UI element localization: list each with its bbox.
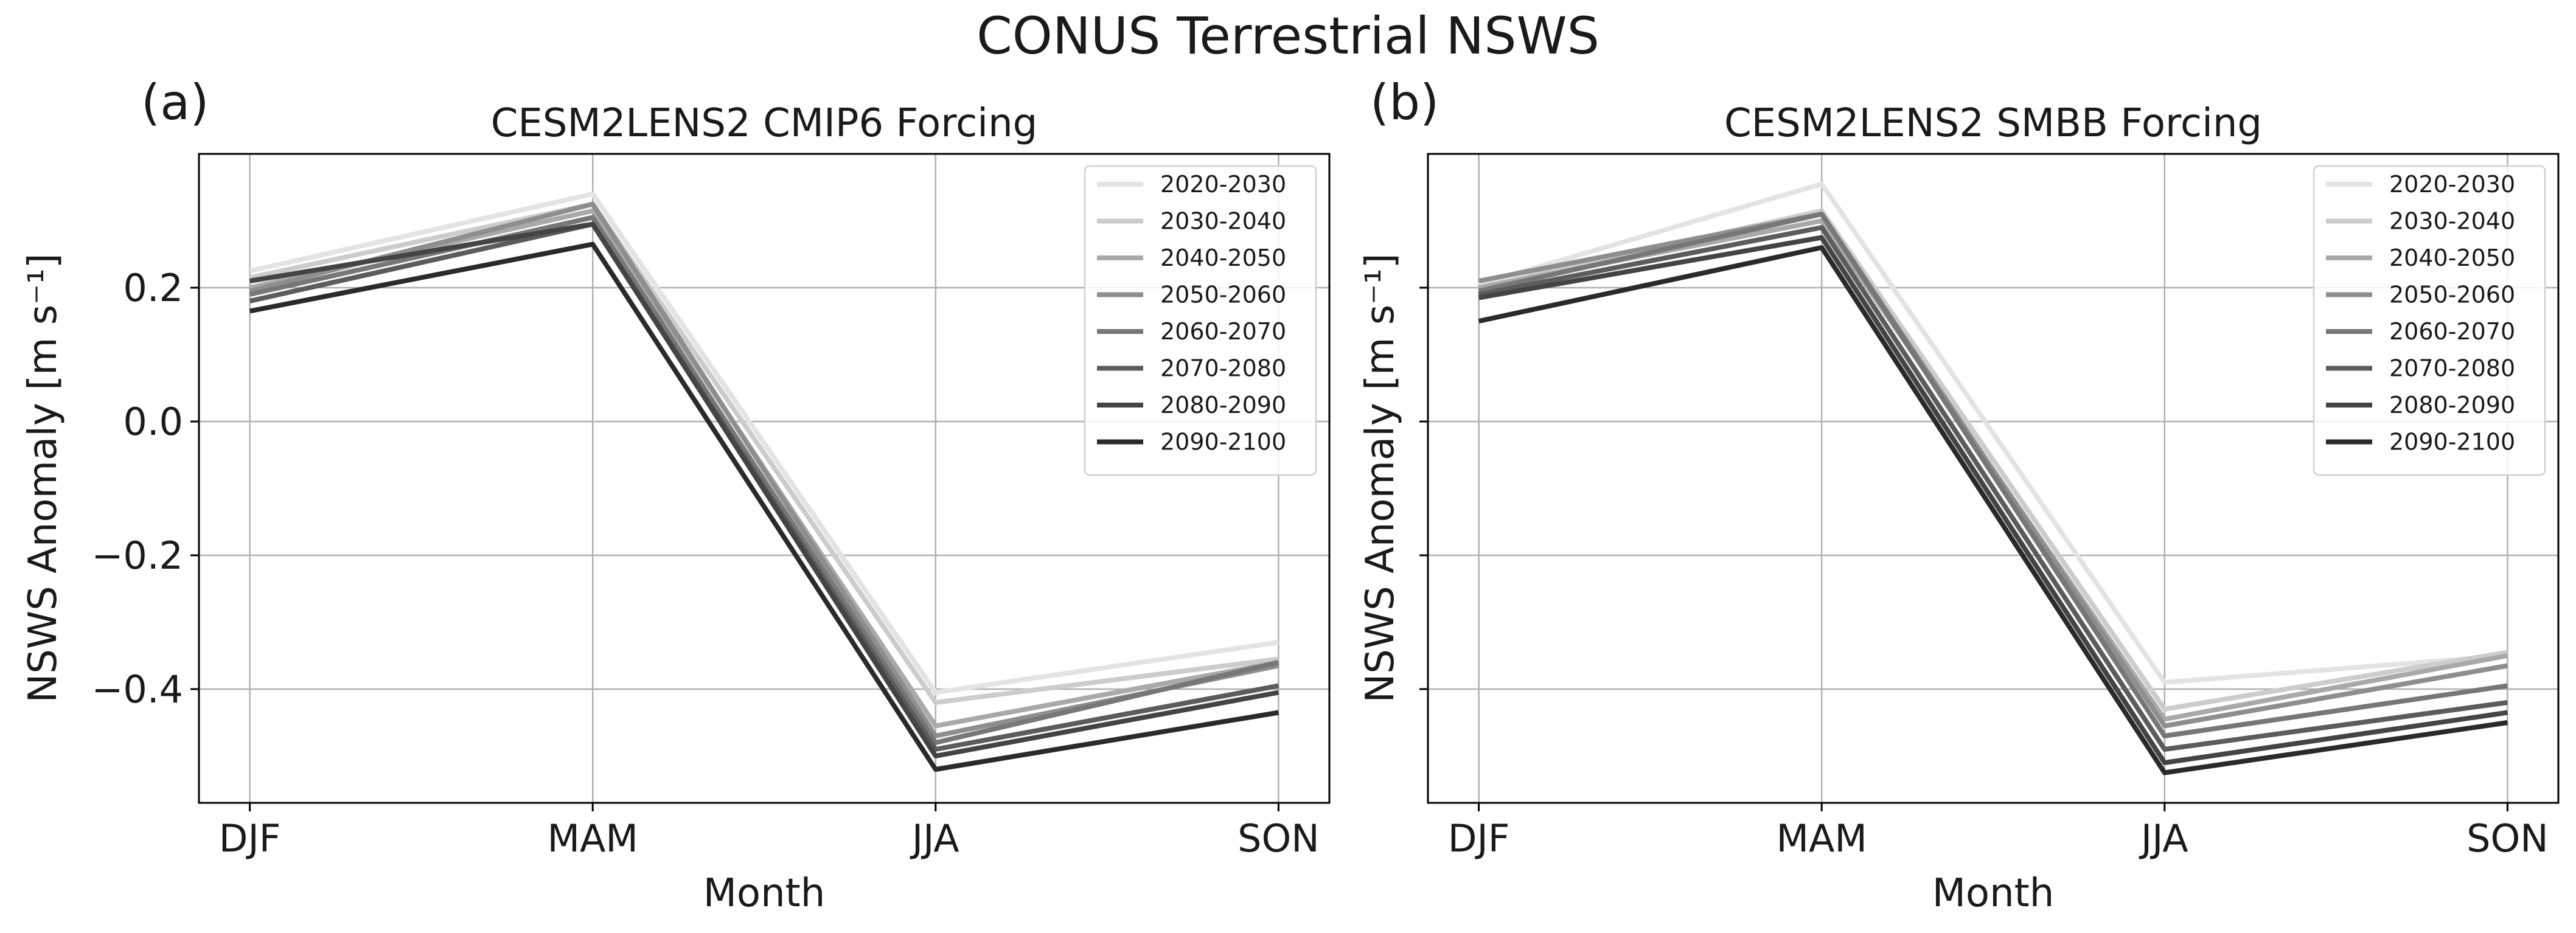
y-tick-label: 0.2 <box>123 266 183 310</box>
legend-label: 2090-2100 <box>2389 429 2515 456</box>
y-tick-label: −0.2 <box>91 533 183 578</box>
legend-label: 2080-2090 <box>2389 392 2515 418</box>
y-axis-label-a: NSWS Anomaly [m s⁻¹] <box>21 253 66 702</box>
ticks-a: DJF MAM JJA SON 0.2 0.0 −0.2 −0.4 <box>91 266 1319 861</box>
legend-label: 2090-2100 <box>1160 429 1286 456</box>
series-line-2070-2080 <box>1478 225 2508 752</box>
legend-label: 2060-2070 <box>2389 318 2515 345</box>
series-lines-a <box>249 192 1279 772</box>
legend-box <box>2313 165 2546 476</box>
legend-box <box>1084 165 1317 476</box>
x-tick-label: SON <box>2466 816 2549 861</box>
panel-a: (a) CESM2LENS2 CMIP6 Forcing DJF MAM JJA SO… <box>21 74 1331 916</box>
legend-label: 2020-2030 <box>1160 171 1286 198</box>
x-tick-label: DJF <box>1448 816 1510 861</box>
x-tick-label: MAM <box>548 816 638 861</box>
panel-label-a: (a) <box>141 74 209 131</box>
x-tick-label: SON <box>1238 816 1320 861</box>
series-line-2080-2090 <box>1478 235 2508 765</box>
series-line-2060-2070 <box>249 215 1279 745</box>
x-tick-label: DJF <box>219 816 281 861</box>
legend-label: 2070-2080 <box>1160 355 1286 382</box>
panel-b: (b) CESM2LENS2 SMBB Forcing DJF MAM JJA SON… <box>1358 74 2560 916</box>
x-tick-label: MAM <box>1777 816 1867 861</box>
panel-label-b: (b) <box>1370 74 1439 131</box>
series-line-2090-2100 <box>1478 245 2508 775</box>
legend-label: 2050-2060 <box>1160 282 1286 308</box>
legend-b: 2020-2030 2030-2040 2040-2050 2050-2060 2060… <box>2313 165 2546 476</box>
legend-label: 2050-2060 <box>2389 282 2515 308</box>
series-line-2080-2090 <box>249 221 1279 758</box>
y-tick-label: −0.4 <box>91 667 183 712</box>
series-line-2020-2030 <box>1478 181 2508 685</box>
plot-frame-a <box>198 153 1331 804</box>
legend-label: 2040-2050 <box>1160 245 1286 271</box>
x-tick-label: JJA <box>2139 816 2188 861</box>
legend-a: 2020-2030 2030-2040 2040-2050 2050-2060 2060… <box>1084 165 1317 476</box>
series-lines-b <box>1478 181 2508 775</box>
legend-label: 2040-2050 <box>2389 245 2515 271</box>
legend-label: 2080-2090 <box>1160 392 1286 418</box>
plot-frame-b <box>1427 153 2560 804</box>
series-line-2090-2100 <box>249 241 1279 772</box>
x-axis-label-b: Month <box>1932 871 2055 916</box>
y-axis-label-b: NSWS Anomaly [m s⁻¹] <box>1358 253 1403 702</box>
panel-title-a: CESM2LENS2 CMIP6 Forcing <box>491 101 1038 146</box>
x-axis-label-a: Month <box>703 871 826 916</box>
panel-title-b: CESM2LENS2 SMBB Forcing <box>1724 101 2262 146</box>
series-line-2060-2070 <box>1478 212 2508 738</box>
legend-label: 2060-2070 <box>1160 318 1286 345</box>
series-line-2050-2060 <box>1478 212 2508 729</box>
x-tick-label: JJA <box>910 816 959 861</box>
series-line-2020-2030 <box>249 192 1279 695</box>
figure-suptitle: CONUS Terrestrial NSWS <box>976 6 1600 66</box>
series-line-2030-2040 <box>249 201 1279 705</box>
legend-label: 2070-2080 <box>2389 355 2515 382</box>
ticks-b: DJF MAM JJA SON <box>1419 286 2549 861</box>
y-tick-label: 0.0 <box>123 400 183 444</box>
legend-label: 2020-2030 <box>2389 171 2515 198</box>
legend-label: 2030-2040 <box>1160 208 1286 235</box>
legend-label: 2030-2040 <box>2389 208 2515 235</box>
